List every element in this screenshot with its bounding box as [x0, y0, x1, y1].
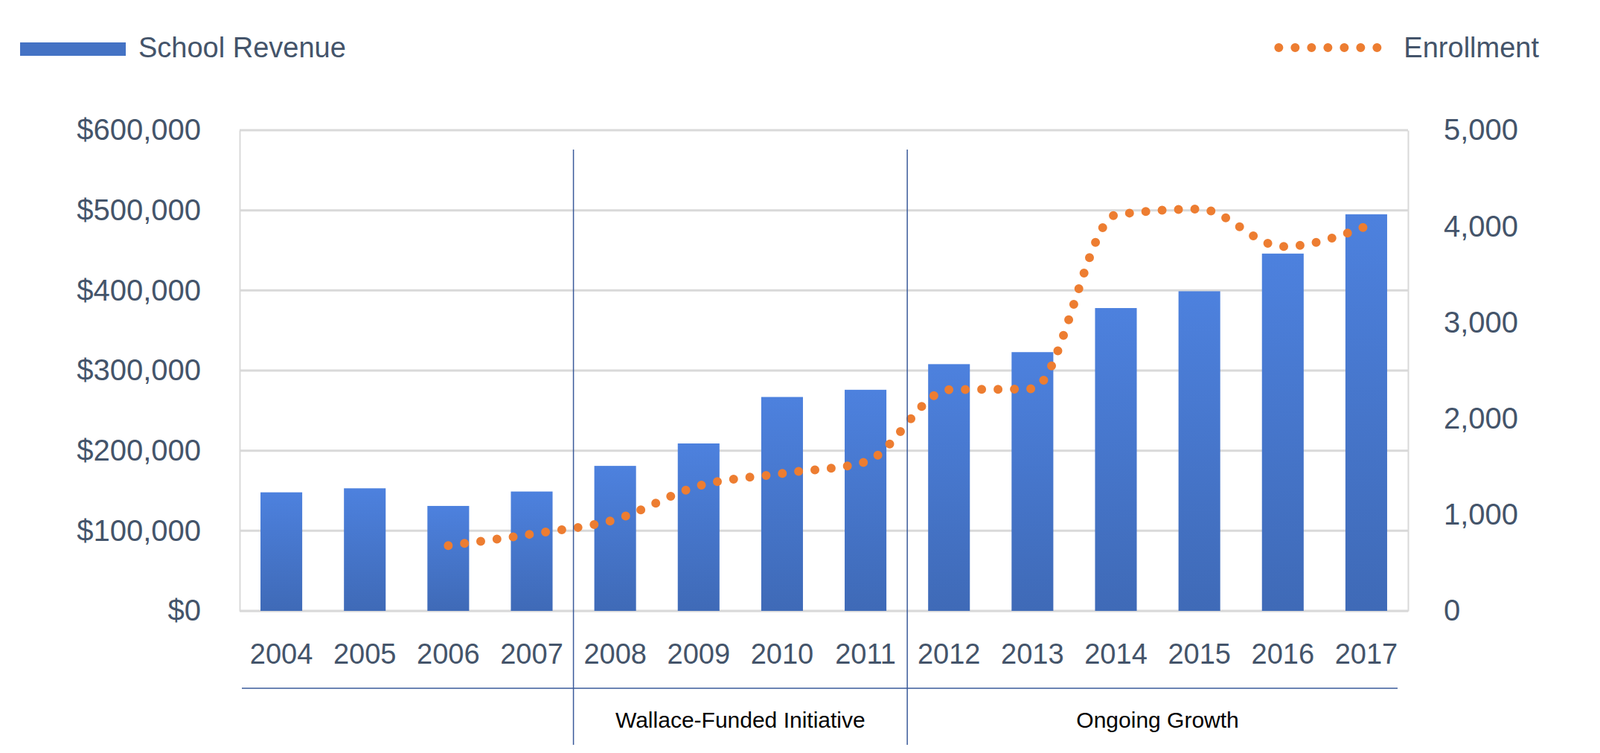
bar [1178, 290, 1221, 611]
tick-label: 2014 [1084, 638, 1148, 670]
tick-label: $300,000 [76, 353, 201, 387]
tick-label: 5,000 [1443, 113, 1519, 146]
axis-line [1408, 130, 1410, 612]
bar [594, 465, 637, 611]
legend-label: School Revenue [138, 32, 347, 64]
tick-label: 0 [1443, 593, 1461, 627]
tick-label: $200,000 [76, 433, 201, 467]
tick: 2005 [333, 610, 397, 670]
tick: 2011 [834, 610, 896, 670]
tick: 2012 [917, 610, 981, 670]
legend: School Revenue Enrollment [20, 32, 1539, 64]
bar [677, 443, 720, 611]
period-label: Wallace-Funded Initiative [615, 707, 866, 733]
grid-line [239, 610, 1408, 613]
annotations: Wallace-Funded Initiative Ongoing Growth [241, 149, 1398, 745]
tick-label: 2013 [1000, 638, 1065, 670]
tick-label: $500,000 [76, 193, 201, 227]
tick-label: 2015 [1167, 638, 1231, 670]
period-separator [573, 149, 575, 745]
axis-line [239, 130, 242, 612]
tick-label: $600,000 [76, 113, 201, 146]
tick: 2015 [1167, 610, 1231, 670]
tick: 2,000 [1408, 401, 1519, 435]
tick: 2007 [500, 610, 564, 670]
tick: 1,000 [1408, 497, 1519, 531]
bar [260, 492, 303, 611]
tick-label: 3,000 [1443, 305, 1519, 339]
tick: 2016 [1251, 610, 1315, 670]
tick-label: 1,000 [1443, 497, 1519, 531]
grid-line [239, 529, 1408, 533]
tick: 2010 [750, 610, 815, 670]
tick: $500,000 [76, 193, 240, 227]
legend-swatch [1278, 43, 1391, 53]
tick: 2013 [1000, 610, 1065, 670]
legend-item: Enrollment [1278, 32, 1539, 64]
tick-label: 2009 [667, 638, 731, 670]
bar [1262, 253, 1304, 611]
bar [844, 389, 887, 611]
grid-line [239, 209, 1408, 212]
tick: 2006 [416, 610, 480, 670]
grid-line [239, 449, 1408, 452]
y2-axis: 0 1,000 2,000 3,000 4,000 5,000 [1408, 113, 1519, 627]
y-axis: $0 $100,000 $200,000 $300,000 $400,000 $500,0… [76, 113, 240, 627]
bar [510, 491, 553, 611]
tick-label: 2005 [333, 638, 397, 670]
legend-swatch [20, 42, 126, 56]
bar [1345, 214, 1388, 611]
tick-label: 2006 [416, 638, 480, 670]
tick-label: 2010 [750, 638, 815, 670]
tick-label: $400,000 [76, 273, 201, 307]
bar [343, 488, 386, 611]
bar [928, 363, 970, 611]
tick-label: 2008 [583, 638, 647, 670]
period-separator [906, 149, 908, 745]
tick-label: 4,000 [1443, 209, 1519, 243]
plot-area [260, 209, 1388, 611]
tick-label: $100,000 [76, 514, 201, 547]
chart: $0 $100,000 $200,000 $300,000 $400,000 $500,0… [0, 0, 1600, 753]
grid-line [239, 129, 1408, 132]
tick-label: 2017 [1335, 638, 1399, 670]
period-label: Ongoing Growth [1076, 707, 1239, 733]
tick: $600,000 [76, 113, 240, 146]
tick: $100,000 [76, 514, 240, 547]
tick-label: 2016 [1251, 638, 1315, 670]
tick: $0 [168, 593, 241, 627]
tick: 4,000 [1408, 209, 1519, 243]
tick-label: 2011 [834, 638, 896, 670]
grid [239, 130, 1408, 611]
x-axis: 2004 2005 2006 2007 2008 2009 2010 2011 2012 2013… [240, 610, 1409, 670]
bar [1094, 308, 1137, 611]
tick: 2008 [583, 610, 647, 670]
grid-line [239, 369, 1408, 373]
tick: $300,000 [76, 353, 240, 387]
axis-line [240, 610, 1409, 613]
tick-label: 2004 [250, 638, 314, 670]
tick-label: 2012 [917, 638, 981, 670]
tick: 2014 [1084, 610, 1148, 670]
bar [761, 397, 803, 611]
bar [427, 506, 469, 611]
tick: $200,000 [76, 433, 240, 467]
legend-item: School Revenue [20, 32, 347, 64]
tick: 5,000 [1408, 113, 1519, 146]
tick: 3,000 [1408, 305, 1519, 339]
tick-label: $0 [168, 593, 202, 627]
tick: 0 [1408, 593, 1461, 627]
tick-label: 2,000 [1443, 401, 1519, 435]
grid-line [239, 289, 1408, 292]
tick: 2009 [667, 610, 731, 670]
tick-label: 2007 [500, 638, 564, 670]
bars [260, 214, 1388, 611]
tick: $400,000 [76, 273, 240, 307]
tick: 2017 [1335, 610, 1399, 670]
bracket-line [241, 687, 1398, 690]
tick: 2004 [250, 610, 314, 670]
legend-label: Enrollment [1403, 32, 1539, 64]
